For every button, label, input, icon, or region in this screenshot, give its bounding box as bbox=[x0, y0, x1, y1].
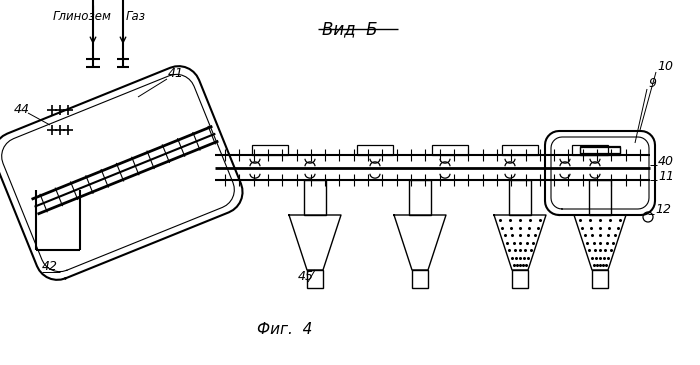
Bar bbox=[307, 270, 323, 288]
Text: 10: 10 bbox=[657, 60, 673, 73]
Bar bbox=[592, 270, 608, 288]
Bar bbox=[252, 145, 288, 155]
Bar bbox=[304, 180, 326, 215]
Bar bbox=[580, 146, 620, 153]
Text: 41: 41 bbox=[168, 67, 184, 80]
Bar bbox=[512, 270, 528, 288]
Bar bbox=[589, 180, 611, 215]
Bar bbox=[580, 147, 620, 155]
Bar bbox=[509, 180, 531, 215]
Bar bbox=[502, 145, 538, 155]
Text: Вид  Б: Вид Б bbox=[322, 20, 378, 38]
Bar bbox=[409, 180, 431, 215]
Text: Газ: Газ bbox=[126, 10, 146, 23]
Text: Глинозем: Глинозем bbox=[53, 10, 112, 23]
Text: 40: 40 bbox=[658, 155, 674, 168]
Text: 9: 9 bbox=[648, 77, 656, 90]
Bar bbox=[572, 145, 608, 155]
Bar bbox=[432, 145, 468, 155]
Bar bbox=[357, 145, 393, 155]
Bar bbox=[412, 270, 428, 288]
Text: 11: 11 bbox=[658, 170, 674, 183]
Text: Фиг.  4: Фиг. 4 bbox=[258, 322, 313, 337]
Text: 42: 42 bbox=[42, 260, 58, 273]
Text: 44: 44 bbox=[14, 103, 30, 116]
Text: 45: 45 bbox=[298, 270, 314, 283]
Text: 12: 12 bbox=[655, 203, 671, 216]
